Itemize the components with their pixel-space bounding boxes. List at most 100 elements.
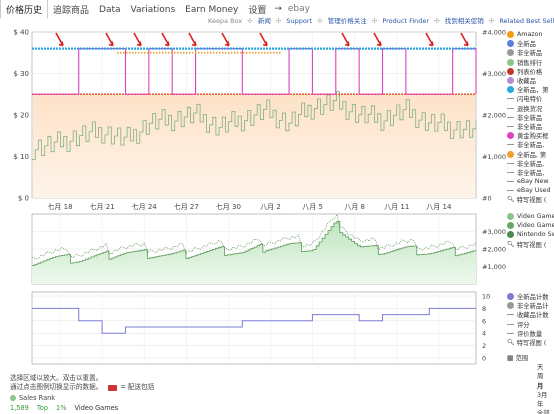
legend-item[interactable]: 评分 [507,320,554,329]
magnifier-icon: 🔍︎ [507,339,515,347]
y-right-tick-label: 2 [482,342,486,350]
legend-item[interactable]: 全新品, 第 [507,149,554,159]
shipping-label: = 配送包括 [120,383,155,391]
legend-item[interactable]: 非全新品, [507,159,554,168]
legend-dash-icon [507,98,514,100]
legend-item[interactable]: 黄金购买框 [507,131,554,140]
legend-item[interactable]: 收藏品计数 [507,310,554,319]
legend-item[interactable]: 3月 [507,390,554,399]
tab-settings[interactable]: 设置 [248,6,267,16]
legend-item[interactable]: 销售排行 [507,58,554,67]
legend-item[interactable]: Nintendo Sw [507,230,554,239]
separator-icon: ✣ [371,17,378,25]
sales-rank-chart[interactable]: #1,000 #2,000 #3,000 [0,212,508,286]
product-finder-link[interactable]: Product Finder [382,17,430,25]
legend-dash-icon [507,323,514,325]
legend-item[interactable]: 收藏品 [507,76,554,85]
y-right-tick-label: #0 [482,195,492,203]
legend-item[interactable]: 周 [507,371,554,380]
legend-item[interactable]: 全新品计数 [507,292,554,301]
legend-label: 范围 [515,355,529,363]
legend-item[interactable]: 闪电特价 [507,94,554,103]
annotation-arrow [425,32,434,47]
legend-label: 特写视图 ( [516,197,547,205]
separator-icon: ✣ [275,17,282,25]
x-tick-label: 八月 14 [426,203,452,211]
find-deals-link[interactable]: 找到相关促销 [444,17,484,25]
legend-dot-icon [507,222,514,230]
legend-label: 退换货况 [517,105,543,113]
tab-variations[interactable]: Variations [130,4,176,15]
legend-item[interactable]: 评价数量 [507,329,554,338]
legend-label: 周 [537,373,544,381]
keepa-box-link[interactable]: Keepa Box [208,17,243,25]
legend-item[interactable]: 非全新品, [507,168,554,177]
offer-count-chart[interactable]: 0 2 4 6 8 10 [0,290,508,368]
legend-item[interactable]: 🔍︎ 特写视图 ( [507,195,554,204]
legend-item[interactable]: 全新品 [507,39,554,48]
legend-dash-icon [507,116,514,118]
legend-item[interactable]: Video Game [507,221,554,230]
best-sellers-link[interactable]: Related Best Sellers [499,17,554,25]
legend-item[interactable]: 天 [507,362,554,371]
tab-track-product[interactable]: 追踪商品 [53,6,90,16]
tab-price-history[interactable]: 价格历史 [0,0,49,19]
support-link[interactable]: Support [286,17,313,25]
sales-rank-label-row: Sales Rank [10,394,55,402]
tab-ebay[interactable]: ebay [287,4,310,14]
legend-label: 非全新品, [517,160,545,168]
legend-item[interactable]: 年 [507,399,554,408]
legend-label: 收藏品计数 [517,312,549,320]
legend-item[interactable]: Video Game [507,212,554,221]
range-selector: ▦ 范围天周月 3月年全部 [507,353,554,414]
help-line-zoom: 选择区域以放大。双击以重置。 [10,374,103,382]
news-link[interactable]: 新闻 [257,17,271,25]
legend-item[interactable]: ▦ 范围 [507,353,554,363]
legend-item[interactable]: 非全新品 [507,113,554,122]
tab-earn-money[interactable]: Earn Money [185,4,239,15]
legend-item[interactable]: Amazon [507,30,554,39]
annotation-arrow [55,32,64,47]
plot-area [31,291,477,365]
legend-item[interactable]: 全部 [507,408,554,414]
legend-item[interactable]: 🔍︎ 特写视图 ( [507,240,554,249]
annotation-arrow [221,32,230,47]
legend-item[interactable]: 🔍︎ 特写视图 ( [507,338,554,347]
y-right-tick-label: #4,000 [482,29,506,37]
legend-item[interactable]: 月 [507,381,554,390]
link-bar: Keepa Box ✣ 新闻 ✣ Support ✣ 管理价格关注 ✣ Prod… [208,15,554,26]
legend-item[interactable]: 非全新品计 [507,301,554,310]
legend-dash-icon [507,107,514,109]
x-tick-label: 八月 8 [344,203,365,211]
legend-label: 评分 [517,321,530,329]
legend-label: 非全新品, [517,142,545,150]
legend-item[interactable]: 列表价格 [507,67,554,76]
legend-item[interactable]: 全新品，第 [507,85,554,94]
legend-dot-icon [507,213,514,221]
legend-item[interactable]: 退换货况 [507,104,554,113]
calendar-icon: ▦ [507,353,514,362]
annotation-arrow [373,32,382,47]
sales-rank-dot-icon [10,395,16,401]
sales-rank-category: Video Games [74,404,119,412]
count-legend: 全新品计数 非全新品计收藏品计数 评分 评价数量 🔍︎ 特写视图 ( [507,292,554,347]
y-right-tick-label: #3,000 [482,228,506,236]
legend-label: 天 [537,364,544,372]
legend-item[interactable]: 非全新品 [507,122,554,131]
legend-item[interactable]: eBay Used [507,186,554,195]
help-line-legend: 通过点击图例切换显示的数据。 [10,383,103,391]
price-history-chart[interactable]: $ 0 #0 $ 10 #1,000 $ 20 #2,000 $ 30 #3,000 $ 40 #… [0,26,508,212]
legend-dot-icon [507,77,514,85]
legend-label: 黄金购买框 [517,133,549,141]
legend-label: eBay New [517,178,549,186]
legend-label: 评价数量 [517,330,543,338]
legend-item[interactable]: 非全新品, [507,140,554,149]
magnifier-icon: 🔍︎ [507,240,515,248]
y-right-tick-label: 6 [482,317,486,325]
arrow-icon: → [274,4,282,14]
legend-item[interactable]: 非全新品 [507,48,554,57]
tab-data[interactable]: Data [99,4,121,15]
legend-label: 非全新品 [517,114,543,122]
manage-tracking-link[interactable]: 管理价格关注 [327,17,367,25]
legend-item[interactable]: eBay New [507,177,554,186]
